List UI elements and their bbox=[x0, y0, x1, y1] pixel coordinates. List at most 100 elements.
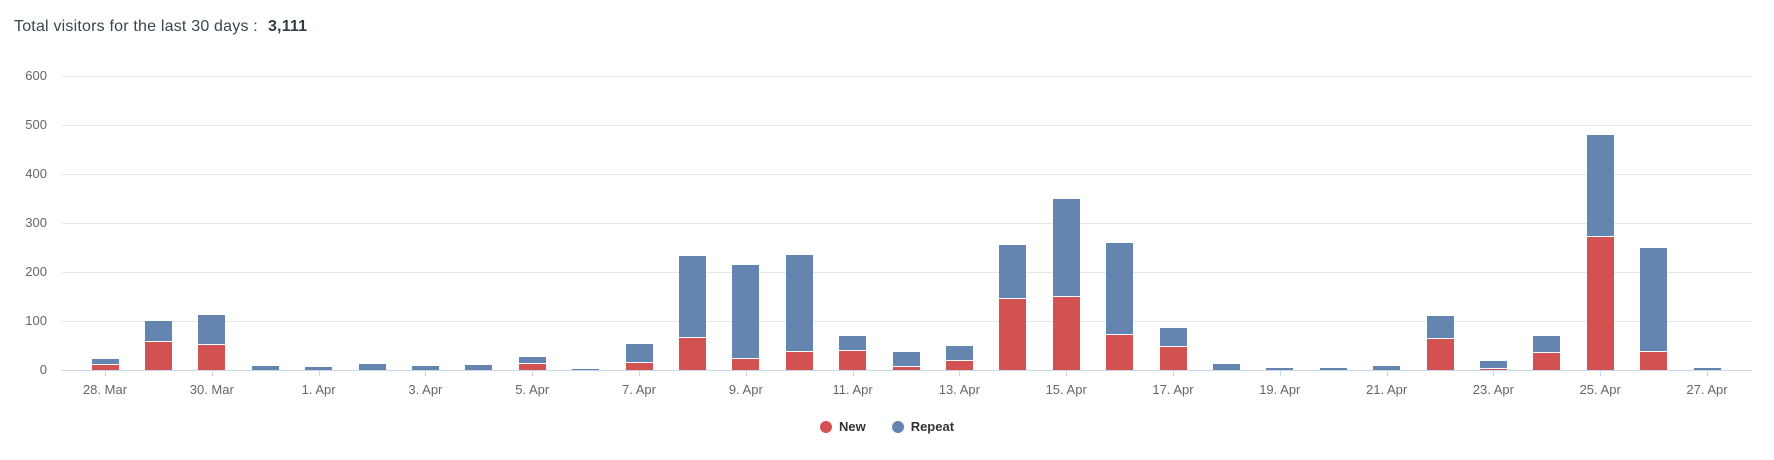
bar-segment-repeat[interactable] bbox=[1479, 361, 1507, 369]
bar-segment-new[interactable] bbox=[999, 298, 1027, 370]
bar-column-13-apr[interactable] bbox=[945, 346, 973, 370]
bar-segment-repeat[interactable] bbox=[465, 365, 493, 370]
bar-column-30-mar[interactable] bbox=[198, 314, 226, 370]
bar-column-18-apr[interactable] bbox=[1212, 363, 1240, 370]
bar-segment-new[interactable] bbox=[198, 344, 226, 370]
bar-column-31-mar[interactable] bbox=[251, 366, 279, 370]
legend-item-new[interactable]: New bbox=[819, 419, 866, 434]
bar-column-6-apr[interactable] bbox=[572, 368, 600, 370]
x-axis-label: 11. Apr bbox=[832, 382, 873, 397]
bar-segment-repeat[interactable] bbox=[1266, 367, 1294, 370]
bar-segment-repeat[interactable] bbox=[91, 358, 119, 366]
chart-title: Total visitors for the last 30 days : 3,1… bbox=[14, 18, 307, 36]
bar-segment-repeat[interactable] bbox=[198, 314, 226, 345]
bar-segment-repeat[interactable] bbox=[518, 357, 546, 365]
bar-segment-new[interactable] bbox=[839, 350, 867, 370]
x-axis-tick bbox=[1386, 370, 1388, 376]
bar-column-24-apr[interactable] bbox=[1533, 336, 1561, 370]
bar-segment-new[interactable] bbox=[518, 364, 546, 370]
bar-column-15-apr[interactable] bbox=[1052, 198, 1080, 370]
bar-segment-new[interactable] bbox=[678, 338, 706, 370]
x-axis-tick bbox=[211, 370, 213, 376]
bar-segment-new[interactable] bbox=[625, 362, 653, 370]
bar-column-1-apr[interactable] bbox=[305, 367, 333, 370]
bar-segment-repeat[interactable] bbox=[785, 254, 813, 352]
bar-segment-repeat[interactable] bbox=[1159, 327, 1187, 348]
bar-segment-repeat[interactable] bbox=[678, 256, 706, 339]
bar-segment-new[interactable] bbox=[1052, 296, 1080, 370]
bar-segment-repeat[interactable] bbox=[1533, 336, 1561, 354]
x-axis-tick bbox=[1600, 370, 1602, 376]
bar-segment-repeat[interactable] bbox=[251, 366, 279, 370]
bar-segment-repeat[interactable] bbox=[572, 368, 600, 370]
bar-segment-repeat[interactable] bbox=[1052, 198, 1080, 297]
bar-column-16-apr[interactable] bbox=[1106, 242, 1134, 370]
bar-segment-new[interactable] bbox=[144, 342, 172, 370]
bar-column-2-apr[interactable] bbox=[358, 364, 386, 370]
bar-segment-new[interactable] bbox=[892, 366, 920, 370]
bar-segment-new[interactable] bbox=[785, 351, 813, 370]
bar-column-25-apr[interactable] bbox=[1586, 134, 1614, 370]
x-axis-label: 1. Apr bbox=[301, 382, 336, 397]
bar-column-5-apr[interactable] bbox=[518, 357, 546, 370]
bar-column-14-apr[interactable] bbox=[999, 245, 1027, 370]
bar-segment-repeat[interactable] bbox=[732, 264, 760, 360]
bar-segment-repeat[interactable] bbox=[945, 346, 973, 362]
bar-segment-repeat[interactable] bbox=[1212, 363, 1240, 370]
bar-column-21-apr[interactable] bbox=[1373, 365, 1401, 370]
bar-segment-repeat[interactable] bbox=[358, 364, 386, 370]
bar-column-3-apr[interactable] bbox=[411, 366, 439, 370]
grid-line bbox=[62, 75, 1752, 77]
bar-segment-repeat[interactable] bbox=[625, 344, 653, 363]
x-axis-tick bbox=[1493, 370, 1495, 376]
bar-segment-repeat[interactable] bbox=[1693, 367, 1721, 370]
bar-column-22-apr[interactable] bbox=[1426, 316, 1454, 370]
bar-column-27-apr[interactable] bbox=[1693, 367, 1721, 370]
y-axis-label: 300 bbox=[25, 215, 47, 230]
bar-segment-repeat[interactable] bbox=[839, 336, 867, 351]
chart-title-text: Total visitors for the last 30 days : bbox=[14, 18, 258, 35]
grid-line bbox=[62, 271, 1752, 273]
bar-column-10-apr[interactable] bbox=[785, 254, 813, 370]
x-axis-tick bbox=[105, 370, 106, 376]
bar-segment-repeat[interactable] bbox=[305, 367, 333, 370]
bar-column-26-apr[interactable] bbox=[1640, 248, 1668, 370]
x-axis-tick bbox=[1707, 370, 1708, 376]
y-axis-label: 400 bbox=[25, 166, 47, 181]
bar-column-11-apr[interactable] bbox=[839, 336, 867, 370]
bar-segment-new[interactable] bbox=[1426, 338, 1454, 370]
bar-column-28-mar[interactable] bbox=[91, 358, 119, 370]
bar-segment-new[interactable] bbox=[91, 365, 119, 370]
bar-segment-new[interactable] bbox=[732, 359, 760, 370]
x-axis-tick bbox=[745, 370, 747, 376]
bar-segment-new[interactable] bbox=[1106, 334, 1134, 370]
bar-segment-repeat[interactable] bbox=[999, 245, 1027, 299]
bar-segment-repeat[interactable] bbox=[1373, 365, 1401, 370]
bar-column-23-apr[interactable] bbox=[1479, 361, 1507, 370]
bar-column-9-apr[interactable] bbox=[732, 264, 760, 370]
bar-column-4-apr[interactable] bbox=[465, 365, 493, 370]
bar-column-29-mar[interactable] bbox=[144, 321, 172, 370]
bar-segment-new[interactable] bbox=[1159, 347, 1187, 370]
bar-segment-new[interactable] bbox=[1586, 237, 1614, 370]
bar-segment-repeat[interactable] bbox=[1319, 368, 1347, 370]
bar-segment-repeat[interactable] bbox=[1586, 134, 1614, 238]
bar-segment-repeat[interactable] bbox=[411, 366, 439, 370]
bar-column-7-apr[interactable] bbox=[625, 344, 653, 370]
bar-segment-repeat[interactable] bbox=[1106, 242, 1134, 335]
bar-column-20-apr[interactable] bbox=[1319, 368, 1347, 370]
bar-column-17-apr[interactable] bbox=[1159, 327, 1187, 370]
bar-segment-repeat[interactable] bbox=[1426, 316, 1454, 339]
bar-segment-repeat[interactable] bbox=[1640, 248, 1668, 352]
bar-segment-new[interactable] bbox=[945, 361, 973, 370]
bar-segment-new[interactable] bbox=[1479, 368, 1507, 370]
bar-segment-new[interactable] bbox=[1640, 351, 1668, 370]
legend-item-repeat[interactable]: Repeat bbox=[891, 419, 954, 434]
grid-line bbox=[62, 222, 1752, 224]
bar-segment-repeat[interactable] bbox=[144, 321, 172, 343]
bar-column-12-apr[interactable] bbox=[892, 352, 920, 370]
bar-column-8-apr[interactable] bbox=[678, 256, 706, 370]
bar-segment-repeat[interactable] bbox=[892, 352, 920, 367]
bar-column-19-apr[interactable] bbox=[1266, 367, 1294, 370]
bar-segment-new[interactable] bbox=[1533, 353, 1561, 370]
